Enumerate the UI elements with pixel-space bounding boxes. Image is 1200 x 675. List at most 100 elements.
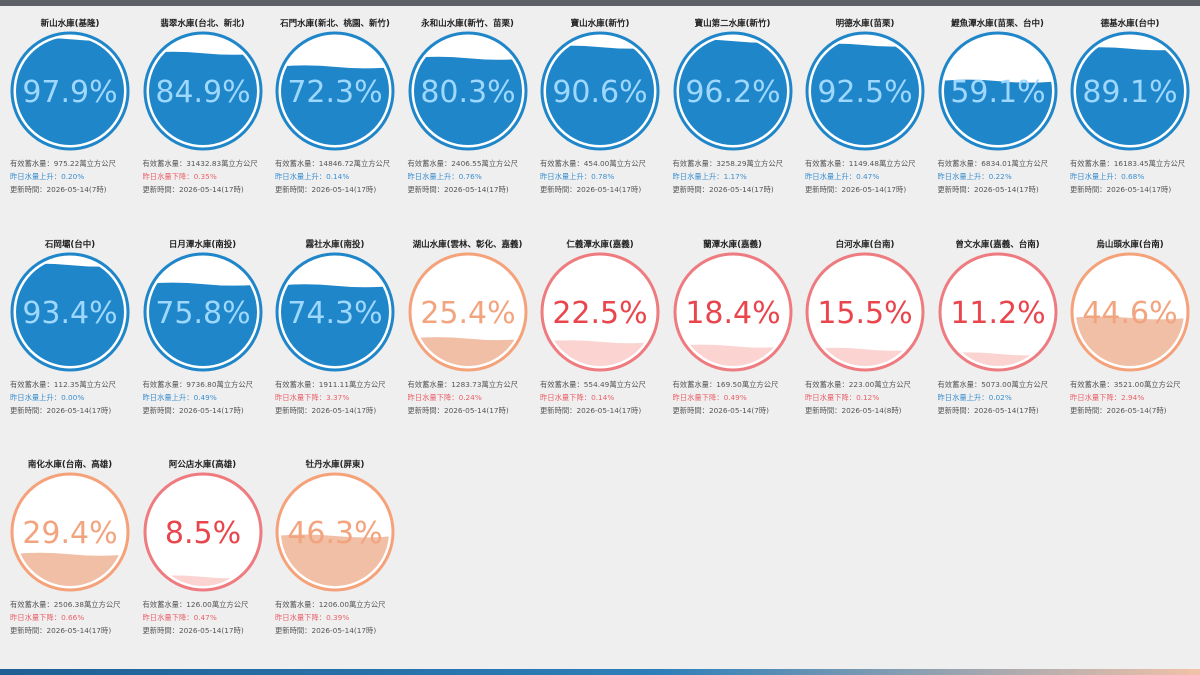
percent-label: 59.1% (950, 75, 1045, 110)
reservoir-name: 牡丹水庫(屏東) (305, 460, 365, 470)
reservoir-name: 白河水庫(台南) (835, 240, 895, 250)
reservoir-name: 寶山水庫(新竹) (570, 19, 630, 29)
update-time-text: 更新時間：2026-05-14(17時) (10, 626, 112, 635)
reservoir-info: 有效蓄水量：1911.11萬立方公尺 昨日水量下降：3.37% 更新時間：2026-… (275, 378, 399, 417)
percent-label: 92.5% (817, 75, 912, 110)
water-level-gauge: 97.9% (10, 31, 130, 151)
percent-label: 44.6% (1082, 296, 1177, 331)
capacity-text: 有效蓄水量：6834.01萬立方公尺 (937, 159, 1048, 168)
daily-change-text: 昨日水量上升：0.76% (407, 172, 482, 181)
update-time-text: 更新時間：2026-05-14(17時) (1070, 185, 1172, 194)
update-time-text: 更新時間：2026-05-14(7時) (10, 185, 107, 194)
water-fill (546, 45, 654, 145)
percent-label: 25.4% (420, 296, 515, 331)
update-time-text: 更新時間：2026-05-14(17時) (142, 406, 244, 415)
update-time-text: 更新時間：2026-05-14(7時) (1070, 406, 1167, 415)
gauge-ring (143, 472, 262, 592)
reservoir-name: 鯉魚潭水庫(苗栗、台中) (951, 19, 1044, 29)
update-time-text: 更新時間：2026-05-14(17時) (540, 406, 642, 415)
percent-label: 72.3% (287, 75, 382, 110)
update-time-text: 更新時間：2026-05-14(17時) (540, 185, 642, 194)
reservoir-info: 有效蓄水量：6834.01萬立方公尺 昨日水量上升：0.22% 更新時間：2026-… (938, 157, 1062, 196)
update-time-text: 更新時間：2026-05-14(17時) (275, 406, 377, 415)
water-level-gauge: 84.9% (143, 31, 262, 151)
reservoir-name: 永和山水庫(新竹、苗栗) (421, 19, 514, 29)
daily-change-text: 昨日水量上升：0.14% (275, 172, 350, 181)
water-level-gauge: 44.6% (1070, 252, 1190, 372)
reservoir-info: 有效蓄水量：3258.29萬立方公尺 昨日水量上升：1.17% 更新時間：2026-… (673, 157, 797, 196)
percent-label: 11.2% (950, 296, 1045, 331)
percent-label: 80.3% (420, 75, 515, 110)
daily-change-text: 昨日水量上升：0.68% (1070, 172, 1145, 181)
water-level-gauge: 11.2% (938, 252, 1057, 372)
percent-label: 46.3% (287, 516, 382, 551)
reservoir-info: 有效蓄水量：3521.00萬立方公尺 昨日水量下降：2.94% 更新時間：2026-… (1070, 378, 1194, 417)
water-level-gauge: 25.4% (408, 252, 527, 372)
capacity-text: 有效蓄水量：14846.72萬立方公尺 (275, 159, 391, 168)
water-level-gauge: 72.3% (275, 31, 395, 151)
reservoir-name: 寶山第二水庫(新竹) (694, 19, 771, 29)
daily-change-text: 昨日水量下降：2.94% (1070, 393, 1145, 402)
percent-label: 29.4% (22, 516, 117, 551)
reservoir-name: 曾文水庫(嘉義、台南) (955, 240, 1040, 250)
capacity-text: 有效蓄水量：16183.45萬立方公尺 (1070, 159, 1186, 168)
water-level-gauge: 22.5% (540, 252, 660, 372)
daily-change-text: 昨日水量上升：0.78% (540, 172, 615, 181)
capacity-text: 有效蓄水量：126.00萬立方公尺 (142, 600, 249, 609)
water-level-gauge: 59.1% (938, 31, 1057, 151)
capacity-text: 有效蓄水量：169.50萬立方公尺 (672, 380, 779, 389)
capacity-text: 有效蓄水量：1206.00萬立方公尺 (275, 600, 386, 609)
percent-label: 15.5% (817, 296, 912, 331)
capacity-text: 有效蓄水量：1911.11萬立方公尺 (275, 380, 386, 389)
reservoir-info: 有效蓄水量：2506.38萬立方公尺 昨日水量下降：0.66% 更新時間：2026-… (10, 598, 134, 637)
daily-change-text: 昨日水量上升：0.49% (142, 393, 217, 402)
daily-change-text: 昨日水量上升：0.20% (10, 172, 85, 181)
reservoir-name: 明德水庫(苗栗) (835, 19, 895, 29)
water-fill (413, 56, 522, 145)
daily-change-text: 昨日水量下降：0.66% (10, 613, 85, 622)
percent-label: 74.3% (287, 296, 382, 331)
capacity-text: 有效蓄水量：975.22萬立方公尺 (10, 159, 116, 168)
reservoir-info: 有效蓄水量：16183.45萬立方公尺 昨日水量上升：0.68% 更新時間：2026… (1070, 157, 1194, 196)
update-time-text: 更新時間：2026-05-14(17時) (275, 626, 377, 635)
reservoir-info: 有效蓄水量：1283.73萬立方公尺 昨日水量下降：0.24% 更新時間：2026-… (408, 378, 532, 417)
update-time-text: 更新時間：2026-05-14(17時) (275, 185, 377, 194)
water-fill (678, 39, 787, 145)
top-bar (0, 0, 1200, 6)
daily-change-text: 昨日水量下降：0.12% (805, 393, 880, 402)
reservoir-name: 湖山水庫(雲林、彰化、嘉義) (412, 240, 523, 250)
reservoir-info: 有效蓄水量：9736.80萬立方公尺 昨日水量上升：0.49% 更新時間：2026-… (143, 378, 267, 417)
reservoir-name: 阿公店水庫(高雄) (168, 460, 237, 470)
capacity-text: 有效蓄水量：9736.80萬立方公尺 (142, 380, 253, 389)
daily-change-text: 昨日水量下降：0.47% (142, 613, 217, 622)
reservoir-name: 石岡壩(台中) (44, 240, 96, 250)
capacity-text: 有效蓄水量：2506.38萬立方公尺 (10, 600, 121, 609)
daily-change-text: 昨日水量下降：0.49% (672, 393, 747, 402)
water-fill (148, 282, 257, 366)
reservoir-name: 翡翠水庫(台北、新北) (160, 19, 245, 29)
update-time-text: 更新時間：2026-05-14(17時) (937, 406, 1039, 415)
daily-change-text: 昨日水量上升：1.17% (672, 172, 747, 181)
percent-label: 22.5% (552, 296, 647, 331)
daily-change-text: 昨日水量下降：0.35% (142, 172, 217, 181)
capacity-text: 有效蓄水量：31432.83萬立方公尺 (142, 159, 258, 168)
daily-change-text: 昨日水量下降：0.24% (407, 393, 482, 402)
update-time-text: 更新時間：2026-05-14(17時) (672, 185, 774, 194)
percent-label: 75.8% (155, 296, 250, 331)
reservoir-info: 有效蓄水量：14846.72萬立方公尺 昨日水量上升：0.14% 更新時間：2026… (275, 157, 399, 196)
water-fill (16, 37, 124, 145)
gauge-ring (805, 252, 925, 372)
reservoir-name: 德基水庫(台中) (1100, 19, 1160, 29)
water-fill (943, 79, 1052, 145)
daily-change-text: 昨日水量下降：0.39% (275, 613, 350, 622)
update-time-text: 更新時間：2026-05-14(17時) (10, 406, 112, 415)
update-time-text: 更新時間：2026-05-14(8時) (805, 406, 902, 415)
capacity-text: 有效蓄水量：5073.00萬立方公尺 (937, 380, 1048, 389)
reservoir-name: 石門水庫(新北、桃園、新竹) (280, 19, 390, 29)
water-level-gauge: 75.8% (143, 252, 262, 372)
reservoir-info: 有效蓄水量：2406.55萬立方公尺 昨日水量上升：0.76% 更新時間：2026-… (408, 157, 532, 196)
update-time-text: 更新時間：2026-05-14(17時) (407, 406, 509, 415)
water-level-gauge: 90.6% (540, 31, 660, 151)
water-level-gauge: 46.3% (275, 472, 395, 592)
water-fill (281, 284, 389, 366)
